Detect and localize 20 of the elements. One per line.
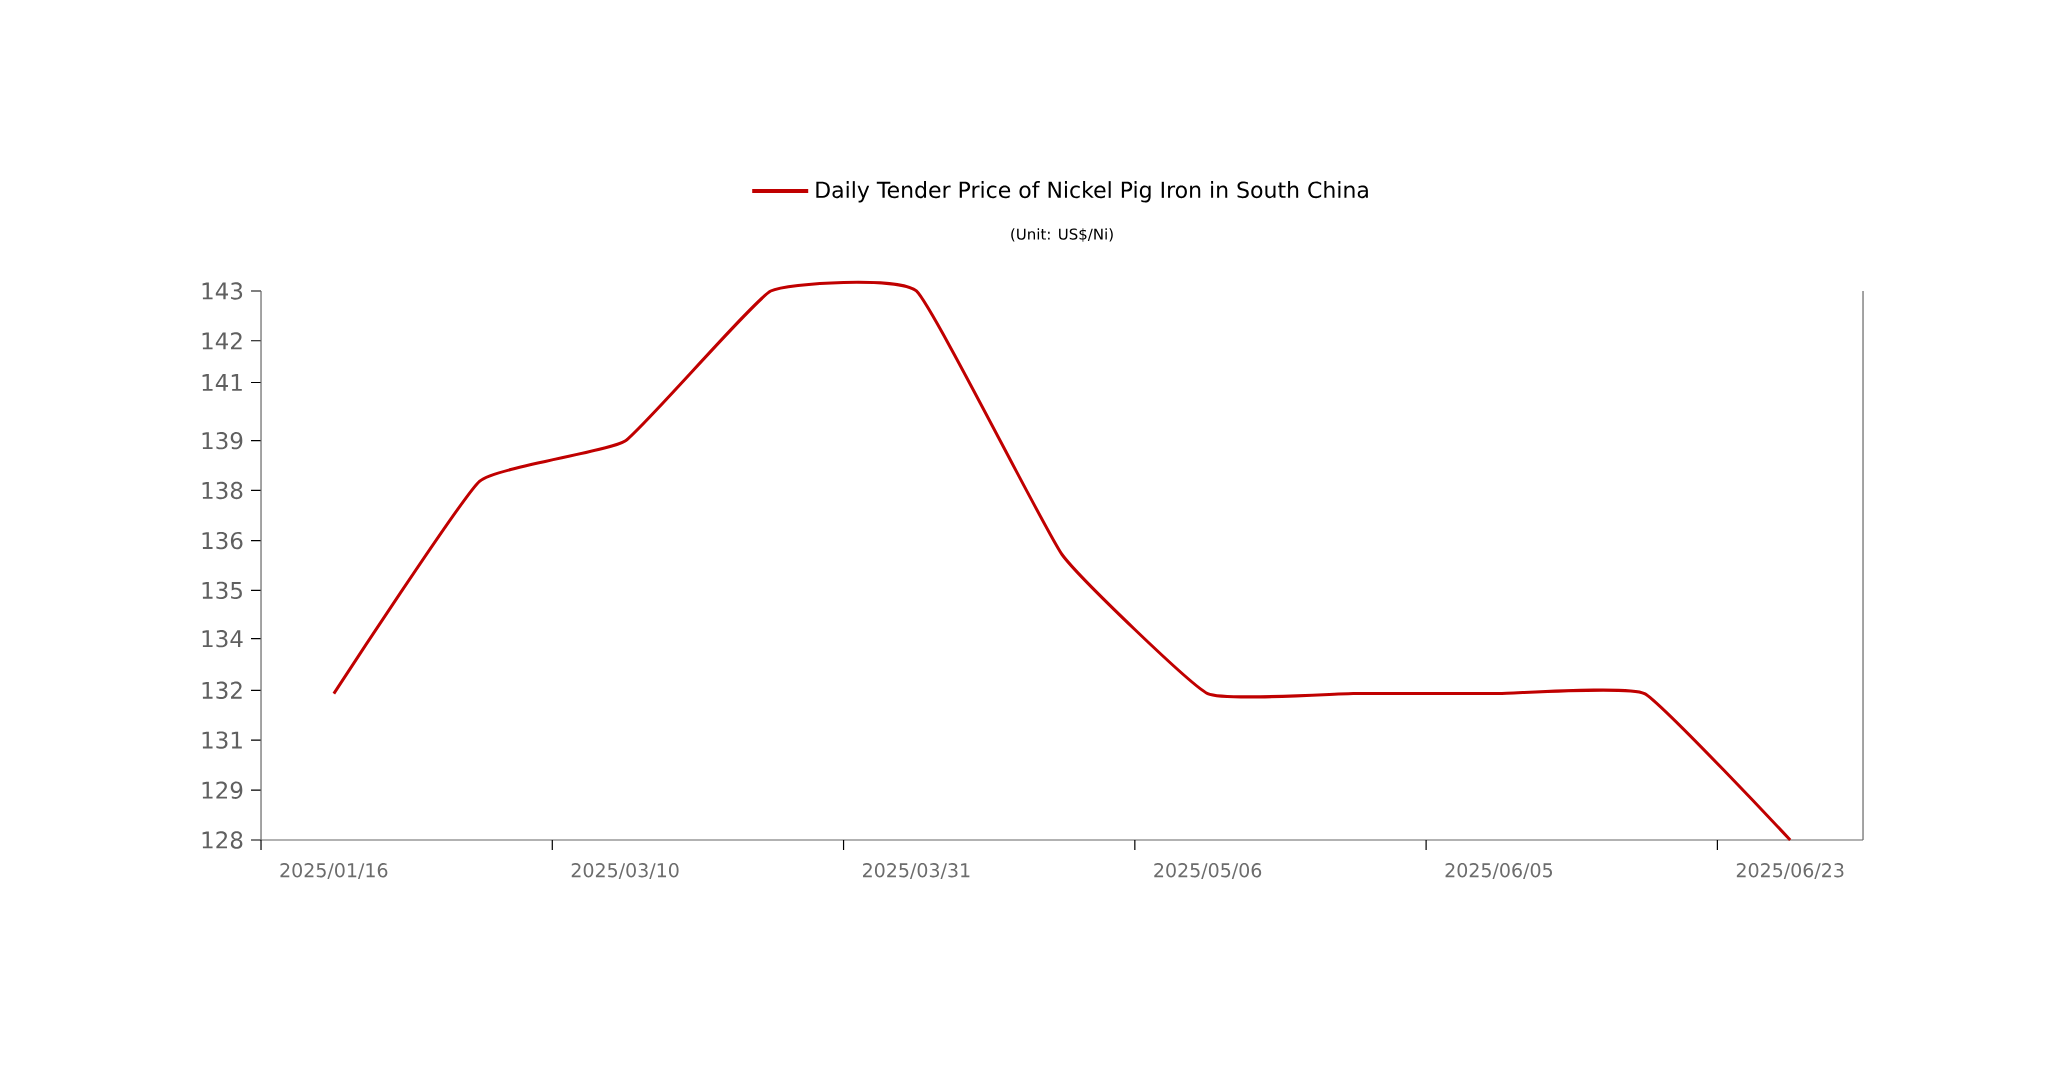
chart-subtitle: (Unit: US$/Ni) xyxy=(1011,228,1113,242)
x-tick-label: 2025/05/06 xyxy=(1154,863,1262,879)
legend-label: Daily Tender Price of Nickel Pig Iron in South China xyxy=(816,181,1368,203)
y-tick-label: 141 xyxy=(202,374,242,391)
y-tick-label: 131 xyxy=(202,731,242,749)
x-tick-label: 2025/03/31 xyxy=(863,863,970,879)
x-tick-label: 2025/06/05 xyxy=(1445,863,1553,879)
y-tick-label: 135 xyxy=(202,581,242,600)
y-tick-label: 138 xyxy=(202,481,243,500)
y-tick-label: 132 xyxy=(202,681,242,699)
y-tick-label: 142 xyxy=(202,332,242,350)
y-tick-label: 143 xyxy=(202,282,243,300)
y-tick-label: 136 xyxy=(202,531,243,550)
x-tick-label: 2025/01/16 xyxy=(280,863,388,879)
y-tick-label: 129 xyxy=(202,781,243,799)
y-tick-label: 128 xyxy=(202,831,243,849)
x-tick-label: 2025/03/10 xyxy=(571,863,679,879)
y-tick-label: 134 xyxy=(202,629,243,648)
y-tick-label: 139 xyxy=(202,431,243,450)
x-tick-label: 2025/06/23 xyxy=(1736,863,1844,879)
